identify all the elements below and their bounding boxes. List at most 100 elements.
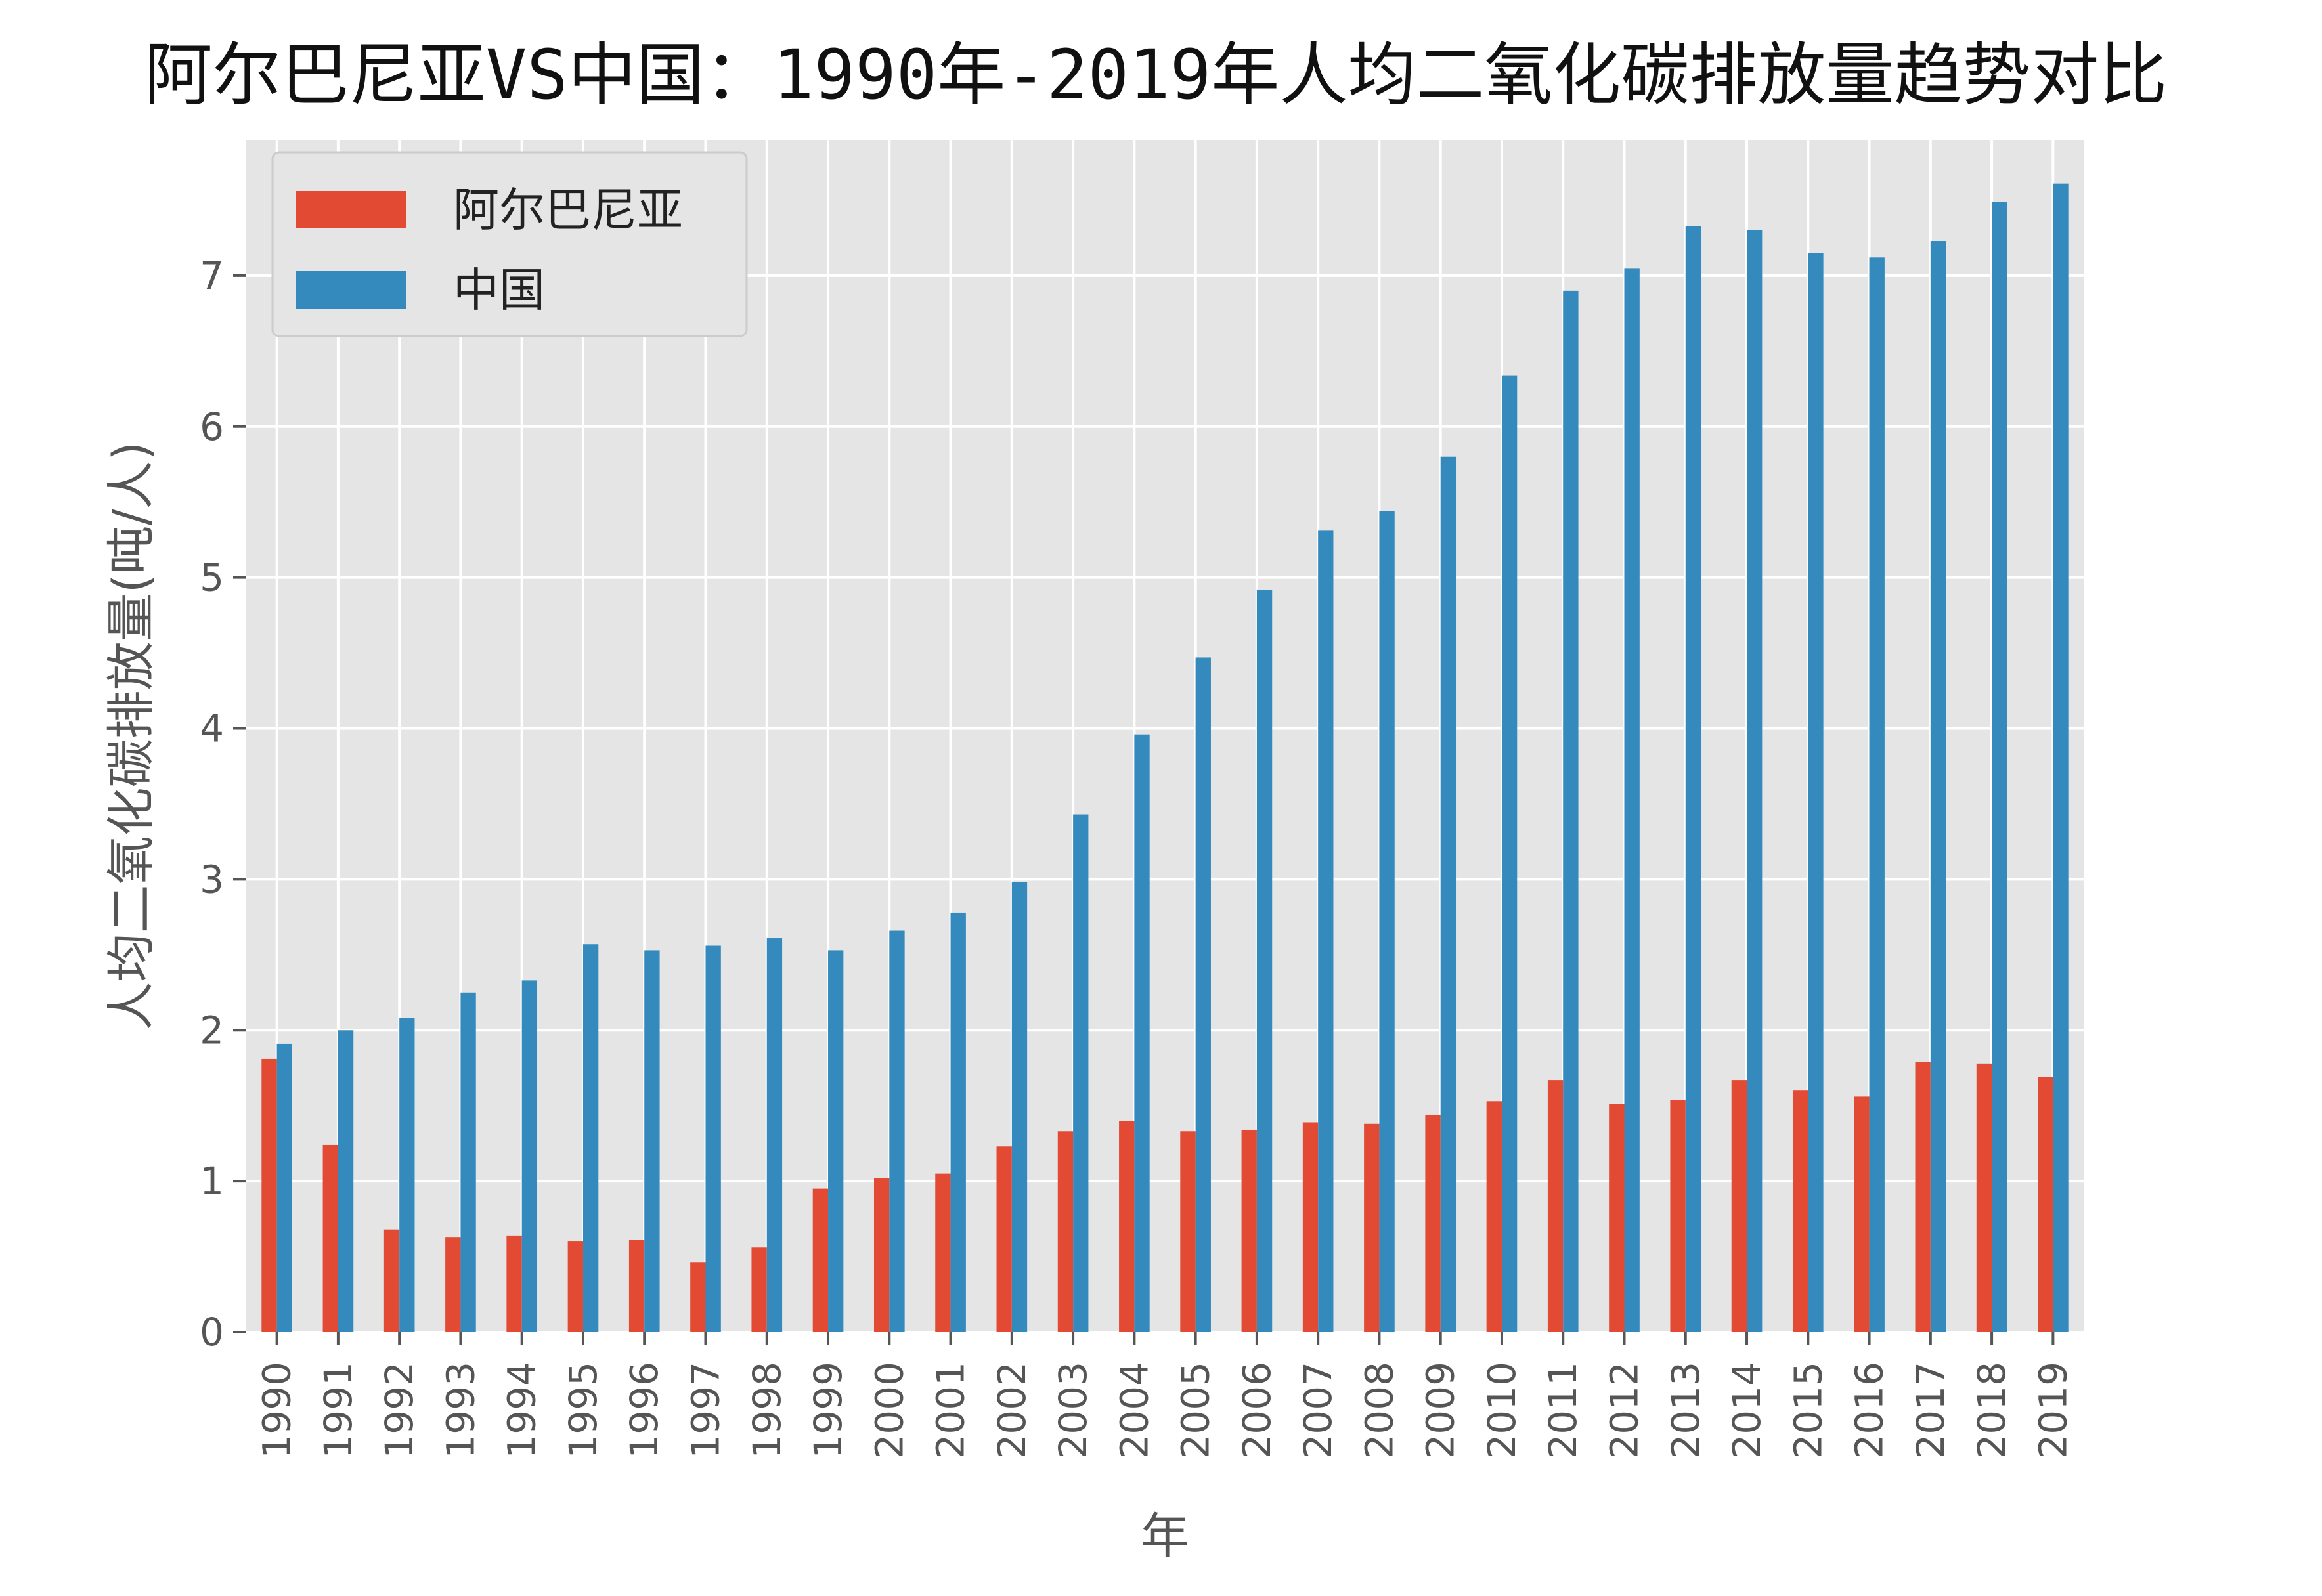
bar-albania xyxy=(567,1241,583,1332)
bar-albania xyxy=(506,1235,522,1332)
x-tick-label: 1990 xyxy=(255,1362,299,1459)
bar-china xyxy=(1134,734,1150,1332)
bar-china xyxy=(1011,882,1028,1332)
bar-albania xyxy=(996,1146,1012,1332)
x-tick-label: 1994 xyxy=(500,1362,544,1459)
bar-albania xyxy=(751,1247,767,1332)
y-tick-label: 3 xyxy=(200,857,224,901)
y-tick-label: 6 xyxy=(200,404,224,449)
x-tick-label: 2013 xyxy=(1663,1362,1708,1459)
bar-china xyxy=(276,1043,292,1332)
x-tick-label: 2017 xyxy=(1908,1362,1953,1459)
bar-china xyxy=(1624,268,1640,1333)
bar-china xyxy=(828,950,844,1332)
bar-albania xyxy=(1976,1063,1992,1332)
bar-china xyxy=(460,992,476,1332)
bar-china xyxy=(705,945,721,1332)
x-tick-label: 1995 xyxy=(561,1362,605,1459)
bar-albania xyxy=(1670,1099,1686,1332)
bar-china xyxy=(1256,590,1273,1333)
bar-albania xyxy=(2038,1077,2053,1332)
x-tick-label: 1997 xyxy=(684,1362,728,1459)
x-tick-label: 2007 xyxy=(1296,1362,1340,1459)
y-axis-label: 人均二氧化碳排放量(吨/人) xyxy=(103,442,160,1031)
bar-china xyxy=(1992,202,2007,1333)
x-tick-label: 2002 xyxy=(990,1362,1034,1459)
x-tick-label: 2001 xyxy=(929,1362,973,1459)
x-tick-label: 1999 xyxy=(806,1362,850,1459)
bar-albania xyxy=(873,1178,890,1332)
legend-label-albania: 阿尔巴尼亚 xyxy=(453,183,683,237)
bar-albania xyxy=(1854,1096,1870,1332)
bar-china xyxy=(766,938,783,1332)
x-tick-label: 2012 xyxy=(1602,1362,1647,1459)
bar-albania xyxy=(445,1237,461,1332)
x-axis-ticks: 1990 1991 1992 1993 1994 1995 1996 1997 1998 1999… xyxy=(255,1332,2075,1459)
bar-china xyxy=(1318,530,1334,1333)
bar-china xyxy=(644,950,660,1332)
y-tick-label: 0 xyxy=(200,1310,224,1354)
y-tick-label: 1 xyxy=(200,1159,224,1203)
bar-china xyxy=(1930,241,1946,1333)
y-axis-ticks: 0 1 2 3 4 5 6 7 xyxy=(200,253,246,1354)
x-tick-label: 2016 xyxy=(1847,1362,1892,1459)
bar-albania xyxy=(690,1262,706,1332)
y-tick-label: 4 xyxy=(200,706,224,751)
bar-china xyxy=(1440,456,1457,1333)
bar-albania xyxy=(628,1240,645,1332)
x-tick-label: 2006 xyxy=(1235,1362,1279,1459)
y-tick-label: 2 xyxy=(200,1008,224,1052)
bar-albania xyxy=(1486,1101,1502,1332)
bar-china xyxy=(521,980,538,1332)
bar-china xyxy=(2053,183,2069,1332)
x-tick-label: 2004 xyxy=(1112,1362,1156,1459)
y-tick-label: 5 xyxy=(200,555,224,600)
legend-swatch-albania xyxy=(296,191,406,228)
bar-albania xyxy=(322,1144,338,1332)
bar-albania xyxy=(1302,1122,1319,1332)
x-tick-label: 2009 xyxy=(1418,1362,1463,1459)
x-tick-label: 1992 xyxy=(377,1362,422,1459)
bar-albania xyxy=(1119,1121,1135,1332)
x-tick-label: 2019 xyxy=(2030,1362,2075,1459)
x-tick-label: 2008 xyxy=(1357,1362,1401,1459)
x-tick-label: 2000 xyxy=(867,1362,911,1459)
bar-china xyxy=(338,1030,354,1332)
bar-china xyxy=(582,944,599,1332)
bars xyxy=(261,183,2069,1333)
bar-china xyxy=(1379,511,1395,1333)
x-tick-label: 2010 xyxy=(1479,1362,1524,1459)
chart-title: 阿尔巴尼亚VS中国：1990年-2019年人均二氧化碳排放量趋势对比 xyxy=(144,35,2168,115)
legend: 阿尔巴尼亚 中国 xyxy=(271,151,748,337)
x-tick-label: 2005 xyxy=(1173,1362,1218,1459)
x-tick-label: 2011 xyxy=(1541,1362,1585,1459)
bar-china xyxy=(1685,226,1701,1333)
bar-albania xyxy=(935,1173,951,1332)
bar-albania xyxy=(1180,1131,1196,1332)
bar-albania xyxy=(812,1188,829,1332)
bar-china xyxy=(1563,290,1579,1332)
bar-china xyxy=(1501,375,1518,1332)
bar-albania xyxy=(1364,1123,1380,1332)
bar-albania xyxy=(1547,1080,1564,1332)
x-tick-label: 1998 xyxy=(745,1362,789,1459)
bar-china xyxy=(889,930,905,1332)
plot-area xyxy=(246,140,2084,1332)
bar-albania xyxy=(1731,1080,1747,1332)
bar-albania xyxy=(1057,1131,1074,1332)
bar-albania xyxy=(1241,1129,1257,1332)
bar-china xyxy=(1747,230,1763,1332)
bar-albania xyxy=(1915,1062,1931,1332)
bar-china xyxy=(399,1018,415,1332)
bar-china xyxy=(1195,657,1211,1332)
bar-china xyxy=(950,912,966,1332)
bar-albania xyxy=(1792,1090,1808,1332)
y-tick-label: 7 xyxy=(200,253,224,298)
legend-label-china: 中国 xyxy=(453,263,545,317)
bar-china xyxy=(1808,253,1824,1333)
bar-albania xyxy=(383,1229,400,1332)
bar-albania xyxy=(1609,1104,1625,1332)
bar-albania xyxy=(261,1058,277,1332)
x-tick-label: 2018 xyxy=(1969,1362,2014,1459)
